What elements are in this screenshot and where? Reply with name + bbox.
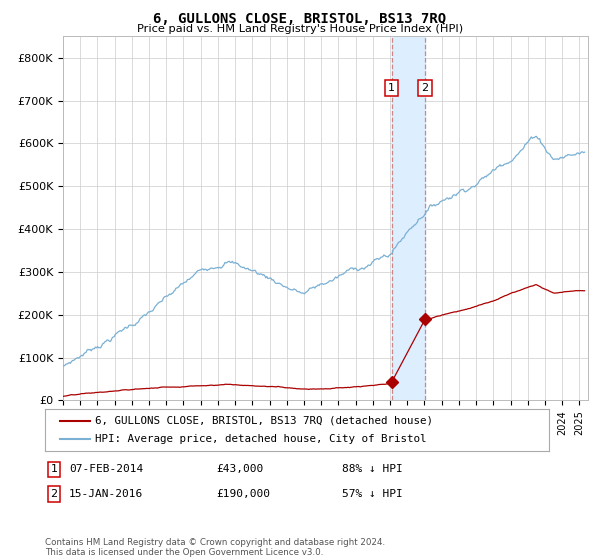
Text: 15-JAN-2016: 15-JAN-2016 [69,489,143,499]
Text: Contains HM Land Registry data © Crown copyright and database right 2024.
This d: Contains HM Land Registry data © Crown c… [45,538,385,557]
Text: 6, GULLONS CLOSE, BRISTOL, BS13 7RQ (detached house): 6, GULLONS CLOSE, BRISTOL, BS13 7RQ (det… [95,416,433,426]
Text: HPI: Average price, detached house, City of Bristol: HPI: Average price, detached house, City… [95,434,427,444]
Text: £190,000: £190,000 [216,489,270,499]
Text: Price paid vs. HM Land Registry's House Price Index (HPI): Price paid vs. HM Land Registry's House … [137,24,463,34]
Bar [392,36,425,400]
Text: 2: 2 [50,489,58,499]
Text: 6, GULLONS CLOSE, BRISTOL, BS13 7RQ: 6, GULLONS CLOSE, BRISTOL, BS13 7RQ [154,12,446,26]
Text: 1: 1 [388,83,395,93]
Text: 07-FEB-2014: 07-FEB-2014 [69,464,143,474]
Text: 1: 1 [50,464,58,474]
Text: 2: 2 [422,83,429,93]
Text: 88% ↓ HPI: 88% ↓ HPI [342,464,403,474]
Text: 57% ↓ HPI: 57% ↓ HPI [342,489,403,499]
Text: £43,000: £43,000 [216,464,263,474]
